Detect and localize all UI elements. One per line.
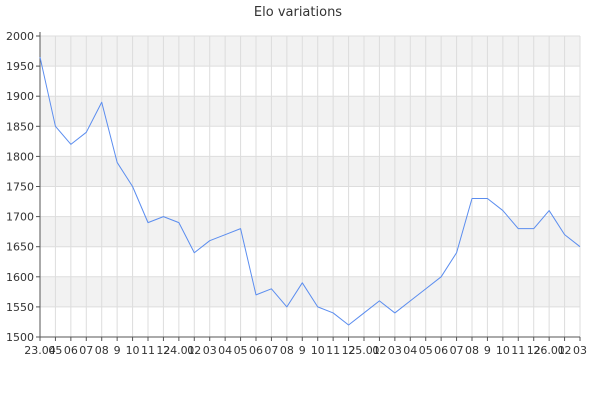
data-point <box>363 311 366 314</box>
x-tick-label: 02 <box>187 344 201 357</box>
data-point <box>224 233 227 236</box>
data-point <box>85 131 88 134</box>
data-point <box>579 245 582 248</box>
x-tick-label: 02 <box>372 344 386 357</box>
data-point <box>424 287 427 290</box>
y-tick-label: 1500 <box>6 331 34 344</box>
data-point <box>378 299 381 302</box>
y-axis-ticks: 1500 1550 1600 1650 1700 1750 1800 1850 1900 1950… <box>6 30 40 344</box>
data-point <box>177 221 180 224</box>
background-band <box>40 96 580 127</box>
data-point <box>39 56 42 59</box>
x-tick-label: 06 <box>249 344 263 357</box>
x-tick-label: 04 <box>218 344 232 357</box>
x-tick-label: 06 <box>434 344 448 357</box>
x-tick-label: 07 <box>264 344 278 357</box>
x-tick-label: 10 <box>311 344 325 357</box>
y-tick-label: 2000 <box>6 30 34 43</box>
y-tick-label: 1550 <box>6 301 34 314</box>
x-tick-label: 05 <box>48 344 62 357</box>
data-point <box>548 209 551 212</box>
x-tick-label: 25.01 <box>348 344 380 357</box>
data-point <box>517 227 520 230</box>
data-point <box>471 197 474 200</box>
x-tick-label: 03 <box>203 344 217 357</box>
x-tick-label: 12 <box>156 344 170 357</box>
background-band <box>40 156 580 187</box>
data-point <box>100 101 103 104</box>
x-tick-label: 08 <box>95 344 109 357</box>
x-tick-label: 23.04 <box>24 344 56 357</box>
data-point <box>147 221 150 224</box>
data-point <box>440 275 443 278</box>
x-tick-label: 04 <box>403 344 417 357</box>
x-tick-label: 9 <box>114 344 121 357</box>
data-point <box>316 305 319 308</box>
data-point <box>239 227 242 230</box>
x-tick-label: 05 <box>234 344 248 357</box>
x-tick-label: 11 <box>326 344 340 357</box>
data-point <box>116 161 119 164</box>
data-point <box>69 143 72 146</box>
y-tick-label: 1700 <box>6 211 34 224</box>
background-band <box>40 216 580 247</box>
data-point <box>486 197 489 200</box>
data-point <box>532 227 535 230</box>
data-point <box>563 233 566 236</box>
series-line <box>39 56 581 326</box>
data-point <box>347 323 350 326</box>
data-point <box>301 281 304 284</box>
x-tick-label: 02 <box>558 344 572 357</box>
data-point <box>162 215 165 218</box>
y-tick-label: 1600 <box>6 271 34 284</box>
x-tick-label: 08 <box>280 344 294 357</box>
chart-title: Elo variations <box>254 5 342 20</box>
x-tick-label: 05 <box>419 344 433 357</box>
data-point <box>193 251 196 254</box>
data-point <box>270 287 273 290</box>
x-tick-label: 9 <box>484 344 491 357</box>
y-tick-label: 1950 <box>6 60 34 73</box>
axes <box>39 32 580 338</box>
y-tick-label: 1800 <box>6 150 34 163</box>
data-point <box>285 305 288 308</box>
x-tick-label: 11 <box>141 344 155 357</box>
data-point <box>255 293 258 296</box>
series-group <box>39 56 582 326</box>
data-point <box>455 251 458 254</box>
data-point <box>409 299 412 302</box>
x-tick-label: 11 <box>511 344 525 357</box>
x-tick-label: 12 <box>342 344 356 357</box>
x-tick-label: 03 <box>573 344 587 357</box>
x-tick-label: 10 <box>126 344 140 357</box>
y-tick-label: 1750 <box>6 181 34 194</box>
x-tick-label: 26.01 <box>533 344 565 357</box>
y-tick-label: 1650 <box>6 241 34 254</box>
x-tick-label: 9 <box>299 344 306 357</box>
x-tick-label: 07 <box>450 344 464 357</box>
x-tick-label: 24.01 <box>163 344 195 357</box>
x-tick-label: 10 <box>496 344 510 357</box>
x-tick-label: 12 <box>527 344 541 357</box>
data-point <box>393 311 396 314</box>
background-band <box>40 276 580 307</box>
background-bands <box>40 36 580 307</box>
y-tick-label: 1850 <box>6 120 34 133</box>
data-point <box>501 209 504 212</box>
x-tick-label: 08 <box>465 344 479 357</box>
x-tick-label: 03 <box>388 344 402 357</box>
background-band <box>40 36 580 67</box>
x-tick-label: 06 <box>64 344 78 357</box>
data-point <box>54 125 57 128</box>
x-tick-label: 07 <box>79 344 93 357</box>
data-point <box>131 185 134 188</box>
data-point <box>208 239 211 242</box>
y-tick-label: 1900 <box>6 90 34 103</box>
data-point <box>332 311 335 314</box>
